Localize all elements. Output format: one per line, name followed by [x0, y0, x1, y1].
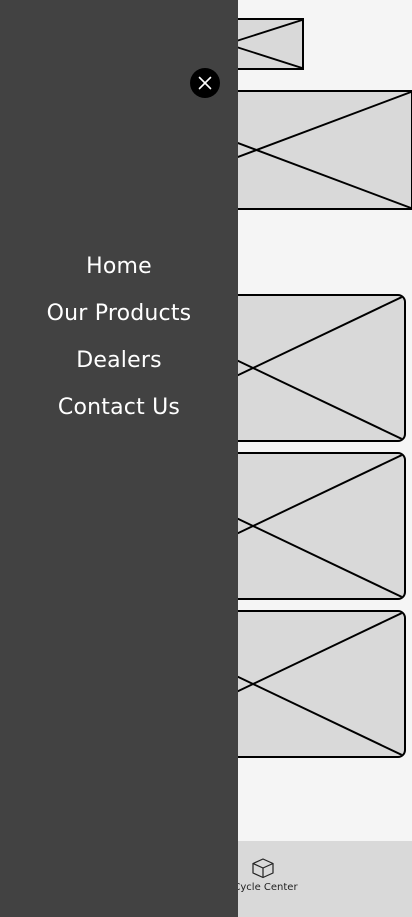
box-icon — [251, 858, 274, 879]
menu-item-contact-us[interactable]: Contact Us — [57, 395, 181, 420]
menu-item-dealers[interactable]: Dealers — [76, 348, 162, 373]
bottom-nav-item-cycle-center[interactable]: l Cycle Center — [200, 857, 325, 893]
close-drawer-button[interactable] — [190, 68, 220, 98]
bottom-nav-item-label: l Cycle Center — [227, 882, 298, 893]
close-icon — [198, 76, 212, 90]
menu-item-our-products[interactable]: Our Products — [46, 301, 192, 326]
navigation-drawer: Home Our Products Dealers Contact Us — [0, 0, 238, 917]
drawer-menu: Home Our Products Dealers Contact Us — [0, 247, 238, 435]
menu-item-home[interactable]: Home — [86, 254, 152, 279]
